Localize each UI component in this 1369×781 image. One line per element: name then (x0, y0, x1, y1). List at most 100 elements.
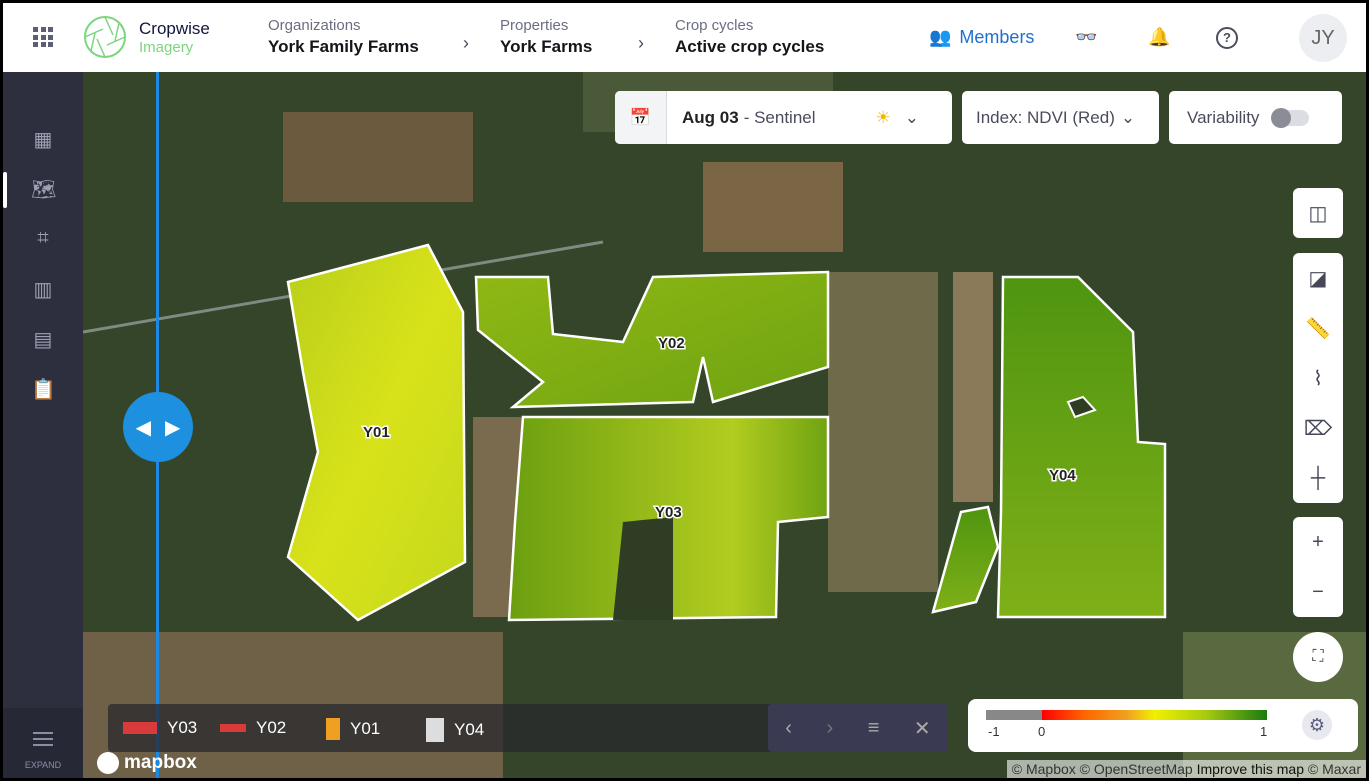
tools-control: ◪ 📏 ⌇ ⌦ ┼ (1293, 253, 1343, 503)
help-icon[interactable]: ? (1216, 27, 1238, 49)
toggle-switch[interactable] (1271, 107, 1310, 128)
compare-slider-handle[interactable]: ◀ ▶ (123, 392, 193, 462)
field-chip-y01[interactable]: Y01 (326, 718, 380, 740)
layer-icon[interactable]: ◪ (1308, 267, 1328, 290)
mapbox-icon (97, 752, 119, 774)
breadcrumb-organizations[interactable]: Organizations York Family Farms (268, 17, 419, 57)
members-button[interactable]: 👥 Members (929, 27, 1034, 48)
chevron-left-icon[interactable]: ‹ (785, 716, 792, 739)
image-source: - Sentinel (743, 107, 816, 127)
members-label: Members (959, 27, 1035, 47)
field-shape-icon (220, 724, 246, 732)
report-chart-icon[interactable]: ▥ (33, 279, 53, 301)
mapbox-text: mapbox (124, 752, 197, 773)
calendar-icon: 📅 (615, 91, 667, 144)
field-chip-y04[interactable]: Y04 (426, 718, 484, 742)
crumb-label: Properties (500, 17, 569, 34)
dashboard-icon[interactable]: ▦ (33, 129, 53, 151)
field-y01 (286, 243, 467, 622)
crumb-value: Active crop cycles (675, 37, 825, 56)
filter-icon[interactable]: ≡ (867, 716, 880, 739)
split-view-icon[interactable]: ◫ (1308, 202, 1328, 225)
field-chip-y03[interactable]: Y03 (123, 718, 197, 738)
arrow-left-icon: ◀ (135, 416, 151, 439)
logo-name: Cropwise (139, 18, 210, 38)
chevron-down-icon: ⌄ (1120, 107, 1136, 127)
field-name: Y02 (256, 718, 287, 737)
fit-bounds-icon[interactable]: ⛶ (1293, 632, 1343, 682)
chevron-down-icon: ⌄ (904, 107, 920, 127)
improve-map-link[interactable]: Improve this map (1196, 761, 1304, 777)
glasses-icon[interactable]: 👓 (1075, 27, 1098, 47)
field-y04 (996, 275, 1167, 619)
zoom-in-icon[interactable]: + (1312, 530, 1324, 553)
map-view[interactable]: Y01 Y02 Y03 Y04 ◀ ▶ 📅 Aug 03 - Sentinel ☀… (83, 72, 1366, 778)
map-attribution: © Mapbox © OpenStreetMap Improve this ma… (1006, 760, 1366, 778)
clipboard-icon[interactable]: 📋 (31, 379, 56, 401)
cropwise-logo-icon (84, 16, 126, 58)
split-view-control[interactable]: ◫ (1293, 188, 1343, 238)
chevron-right-icon: › (638, 33, 644, 53)
label-tag-icon[interactable]: ⌦ (1303, 417, 1333, 440)
expand-label: EXPAND (24, 760, 62, 770)
mapbox-logo[interactable]: mapbox (97, 752, 197, 774)
crosshair-icon[interactable]: ┼ (1310, 466, 1326, 489)
field-shape-icon (123, 722, 157, 734)
gear-icon[interactable]: ⚙ (1302, 710, 1332, 740)
field-chip-y02[interactable]: Y02 (220, 718, 286, 738)
ruler-icon[interactable]: 📏 (1305, 317, 1331, 340)
sun-icon: ☀ (875, 107, 891, 127)
arrow-right-icon: ▶ (165, 416, 181, 439)
expand-button[interactable]: EXPAND (3, 708, 83, 778)
field-nav: ‹ › ≡ ✕ (768, 704, 948, 752)
field-shape-icon (326, 718, 340, 740)
avatar[interactable]: JY (1299, 14, 1347, 62)
close-icon[interactable]: ✕ (913, 717, 931, 740)
zoom-control: + − (1293, 517, 1343, 617)
crop-off-icon[interactable]: ⌇ (1313, 367, 1323, 390)
index-label: Index: NDVI (Red) (976, 107, 1115, 127)
ndvi-gradient-bar (986, 710, 1267, 720)
chevron-right-icon[interactable]: › (826, 716, 834, 739)
selected-date: Aug 03 (682, 107, 739, 127)
field-y04-west (931, 505, 1000, 614)
map-icon[interactable]: 🗺 (31, 179, 57, 201)
chevron-right-icon: › (463, 33, 469, 53)
scale-zero: 0 (1038, 724, 1046, 739)
logo[interactable]: Cropwise Imagery (83, 15, 210, 59)
scale-max: 1 (1260, 724, 1268, 739)
attribution-text: © Mapbox © OpenStreetMap (1011, 761, 1193, 777)
scale-min: -1 (988, 724, 1000, 739)
ndvi-scale: -1 0 1 ⚙ (968, 699, 1358, 752)
breadcrumb-crop-cycles[interactable]: Crop cycles Active crop cycles (675, 17, 824, 57)
date-selector[interactable]: 📅 Aug 03 - Sentinel ☀ ⌄ (615, 91, 952, 144)
active-indicator (3, 172, 7, 208)
app: Cropwise Imagery Organizations York Family… (3, 3, 1366, 778)
crumb-label: Crop cycles (675, 17, 754, 34)
crumb-value: York Family Farms (268, 37, 419, 56)
breadcrumb-properties[interactable]: Properties York Farms (500, 17, 592, 57)
menu-icon (33, 732, 53, 746)
crop-icon[interactable]: ⌗ (37, 227, 49, 249)
header: Cropwise Imagery Organizations York Family… (3, 3, 1366, 72)
crumb-label: Organizations (268, 17, 361, 34)
variability-toggle[interactable]: Variability (1169, 91, 1342, 144)
index-selector[interactable]: Index: NDVI (Red) ⌄ (962, 91, 1159, 144)
bell-icon[interactable]: 🔔 (1148, 27, 1171, 47)
satellite-map (83, 72, 1366, 778)
sidebar: ▦ 🗺 ⌗ ▥ ▤ 📋 EXPAND (3, 72, 83, 778)
attribution-maxar: © Maxar (1307, 761, 1361, 777)
field-y02-west (474, 270, 830, 409)
zoom-out-icon[interactable]: − (1312, 580, 1324, 603)
field-name: Y01 (350, 719, 381, 738)
notes-icon[interactable]: ▤ (33, 329, 53, 351)
field-y03-notch (613, 517, 673, 620)
logo-sub: Imagery (139, 38, 194, 56)
apps-grid-icon[interactable] (33, 27, 53, 47)
field-shape-icon (426, 718, 444, 742)
variability-label: Variability (1187, 107, 1260, 127)
crumb-value: York Farms (500, 37, 593, 56)
field-name: Y03 (167, 718, 198, 737)
people-icon: 👥 (929, 27, 952, 47)
field-name: Y04 (454, 720, 485, 739)
